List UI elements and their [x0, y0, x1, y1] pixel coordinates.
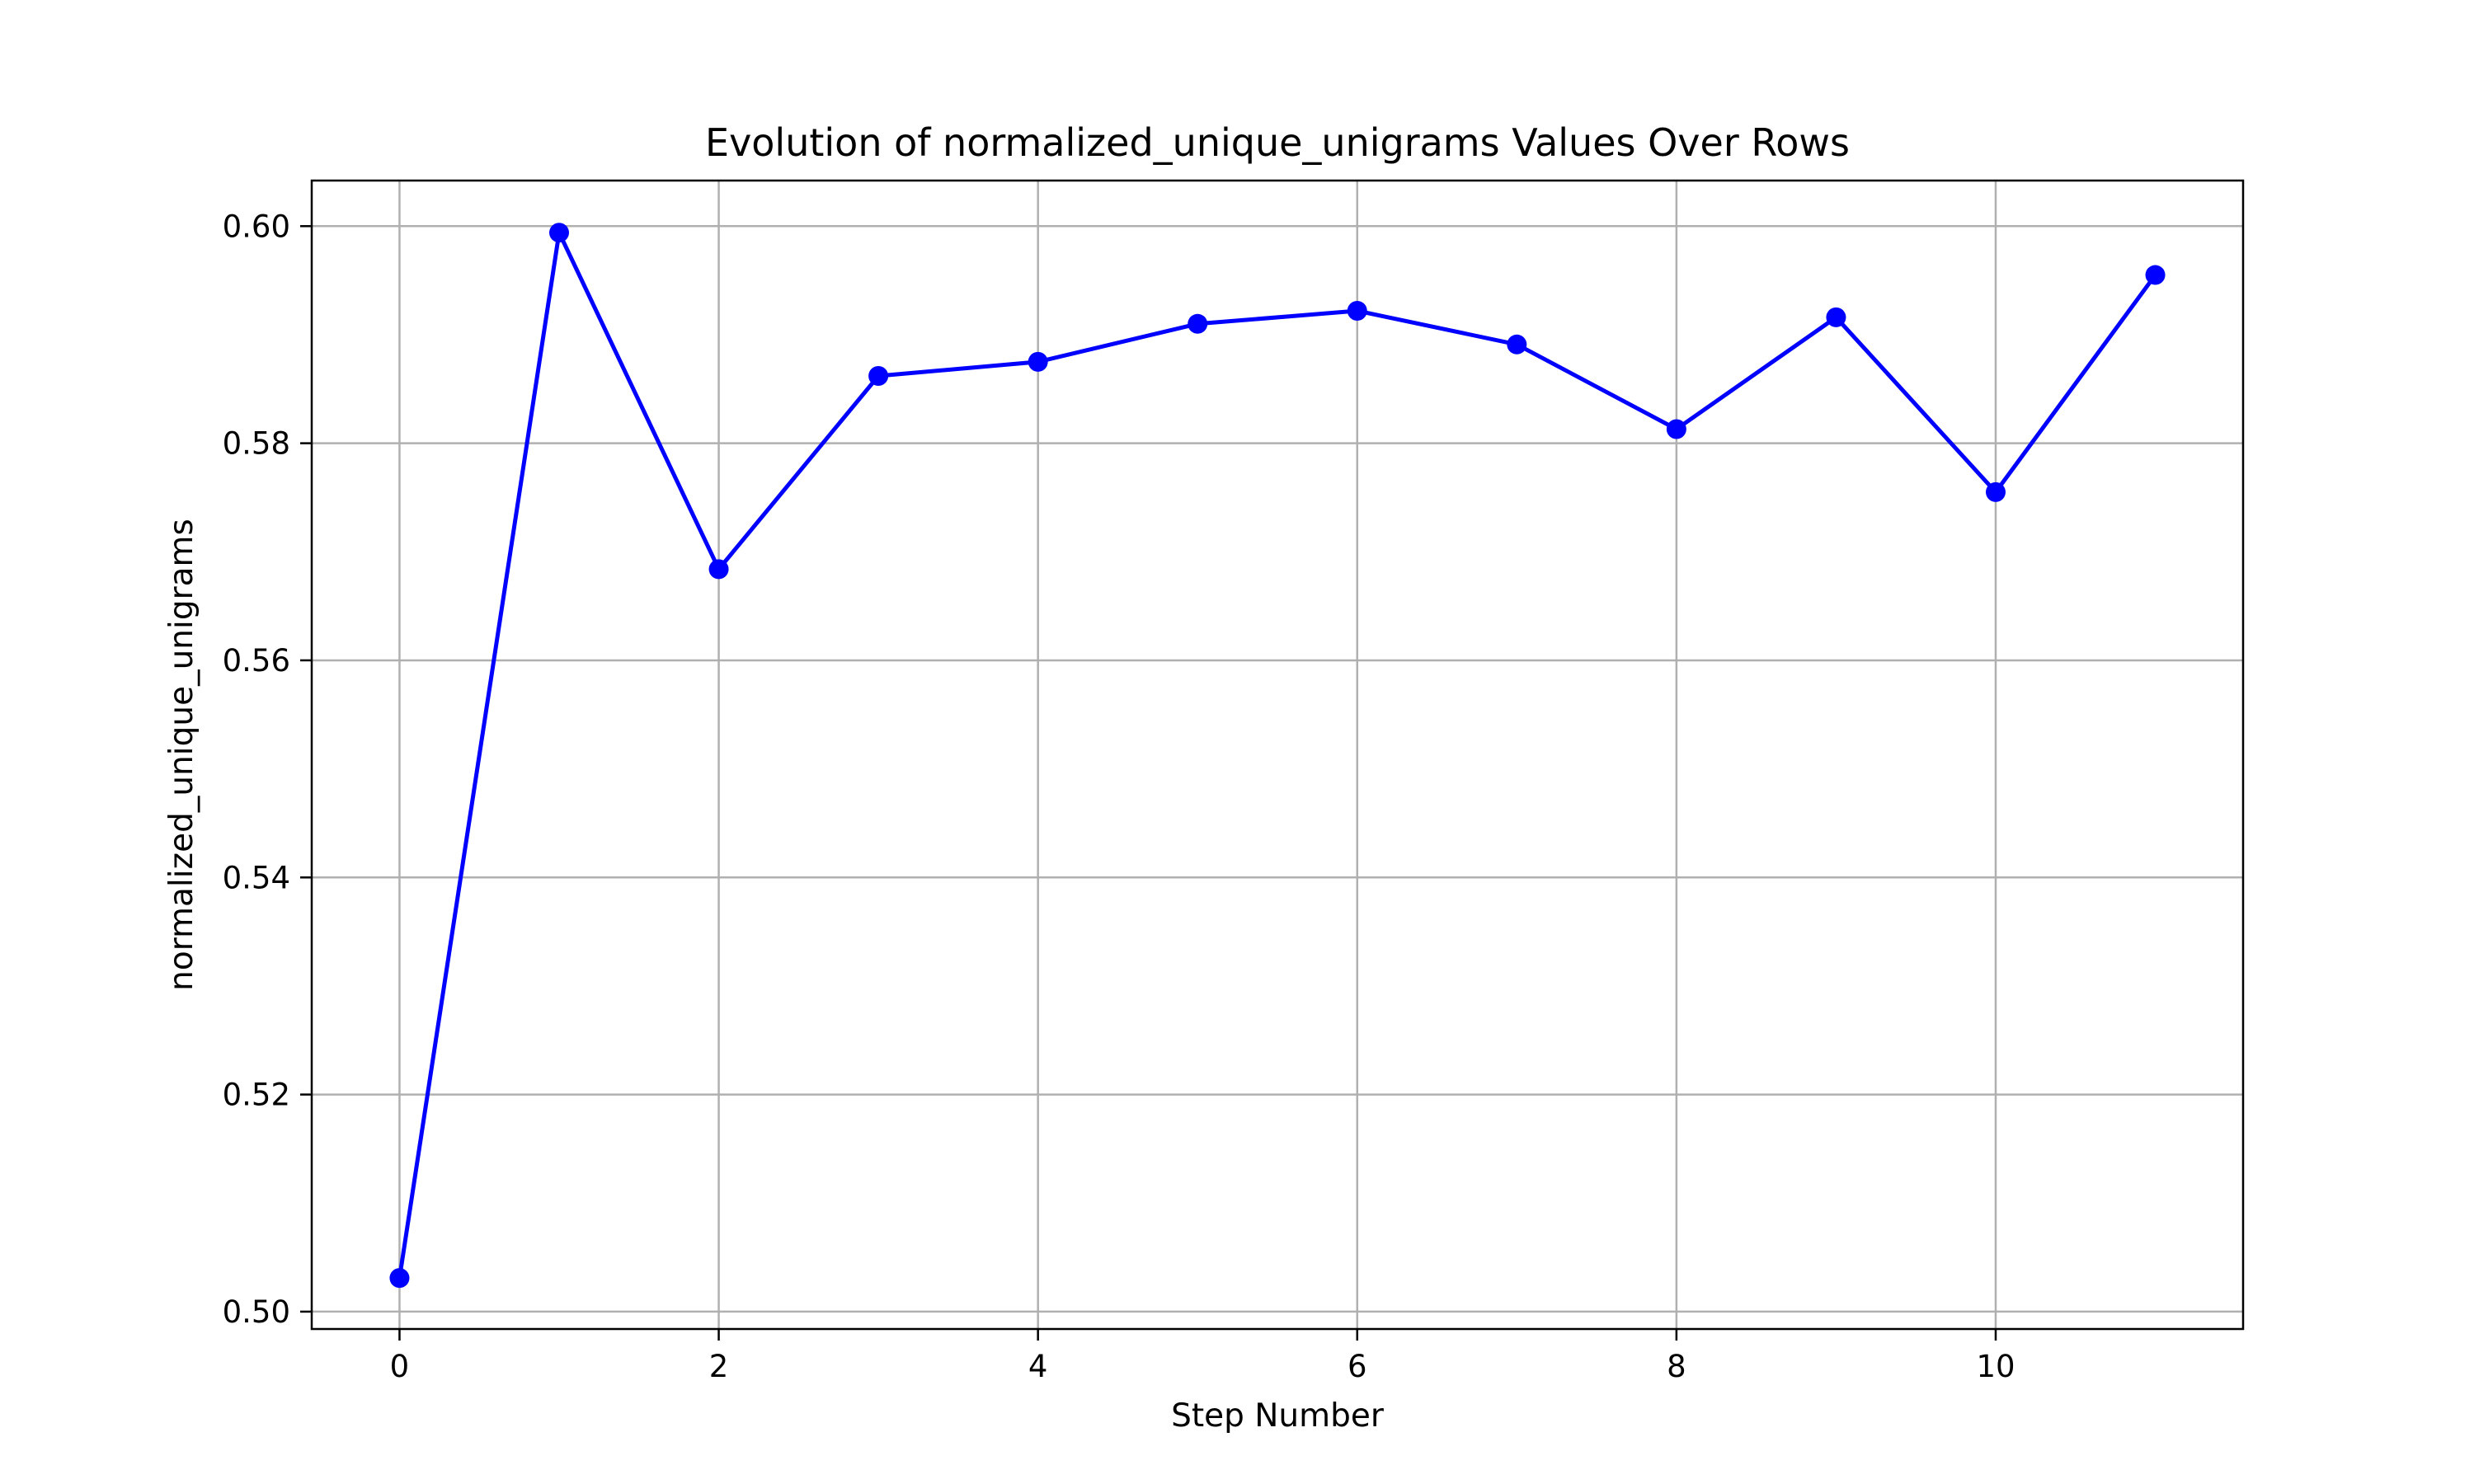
x-tick-label: 6: [1348, 1349, 1367, 1384]
y-tick-label: 0.58: [223, 426, 290, 462]
data-point: [708, 559, 729, 580]
x-axis-label: Step Number: [1171, 1397, 1385, 1435]
data-point: [1826, 307, 1846, 327]
data-point: [1985, 481, 2006, 502]
x-tick-label: 4: [1028, 1349, 1048, 1384]
series-line: [397, 230, 2157, 1279]
x-tick-label: 10: [1976, 1349, 2015, 1384]
y-tick-label: 0.60: [223, 209, 290, 244]
data-point: [2145, 265, 2166, 285]
y-axis-label: normalized_unique_unigrams: [163, 519, 200, 991]
x-tick-label: 0: [390, 1349, 410, 1384]
x-tick-label: 2: [709, 1349, 729, 1384]
y-tick-label: 0.52: [223, 1078, 290, 1113]
y-tick-label: 0.56: [223, 643, 290, 679]
data-point: [1666, 419, 1686, 439]
data-series: [389, 223, 2166, 1289]
data-point: [1188, 313, 1208, 334]
data-point: [1507, 334, 1527, 355]
chart-title: Evolution of normalized_unique_unigrams …: [705, 120, 1850, 165]
data-point: [1347, 300, 1367, 321]
data-point: [1028, 351, 1048, 372]
y-tick-label: 0.54: [223, 860, 290, 895]
grid: [312, 181, 2243, 1329]
data-point: [549, 223, 570, 243]
data-point: [389, 1268, 410, 1289]
data-point: [868, 365, 889, 386]
axes-frame: [310, 179, 2245, 1331]
x-tick-label: 8: [1667, 1349, 1686, 1384]
axis-ticks: 0 2 4 6 8 10 0.50 0.52 0.54 0.56 0.58 0.60: [223, 209, 2015, 1384]
y-tick-label: 0.50: [223, 1294, 290, 1330]
